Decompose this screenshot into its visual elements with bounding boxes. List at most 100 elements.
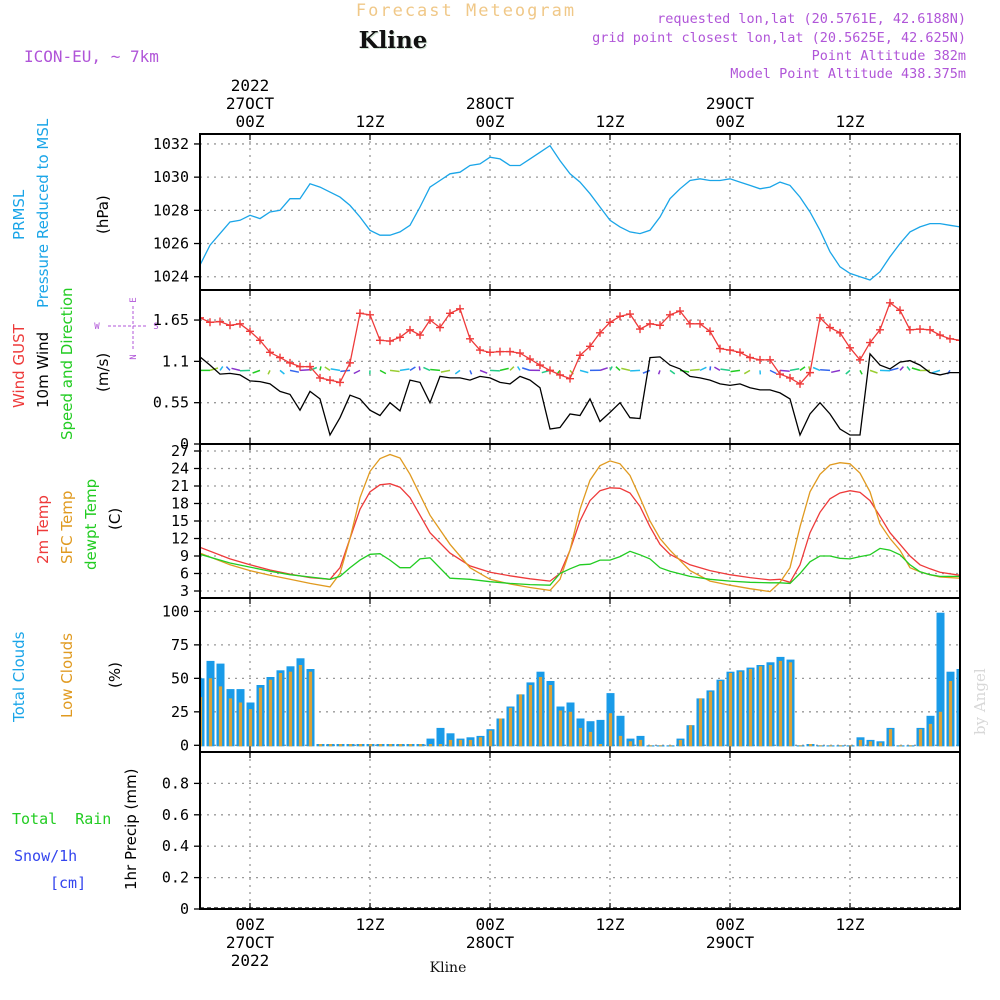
bottom-time-label: 12Z bbox=[596, 915, 625, 934]
wind-arrow bbox=[499, 367, 509, 372]
gust-marker bbox=[766, 355, 774, 364]
low-cloud-bar bbox=[358, 744, 363, 747]
wind-arrow bbox=[911, 367, 921, 372]
gust-marker bbox=[786, 373, 794, 382]
wind-arrow bbox=[219, 366, 224, 371]
low-cloud-bar bbox=[948, 681, 953, 747]
cloud-panel-labels: Total Clouds Low Clouds (%) bbox=[10, 631, 124, 723]
gust-marker bbox=[456, 304, 464, 313]
low-cloud-bar bbox=[398, 744, 403, 747]
credit-watermark: by Angel bbox=[971, 668, 989, 735]
wind-arrow bbox=[299, 368, 310, 372]
y-tick-label: 6 bbox=[180, 565, 189, 583]
low-cloud-bar bbox=[388, 744, 393, 747]
wind-arrow bbox=[599, 367, 608, 372]
low-cloud-bar bbox=[438, 744, 443, 747]
y-tick-label: 24 bbox=[171, 460, 189, 478]
wind-arrow bbox=[409, 366, 416, 372]
low-cloud-bar bbox=[468, 739, 473, 747]
gust-marker bbox=[566, 374, 574, 383]
model-label: ICON-EU, ~ 7km bbox=[24, 47, 159, 66]
low-cloud-bar bbox=[478, 737, 483, 747]
wind-arrow bbox=[267, 370, 271, 375]
low-cloud-bar bbox=[718, 681, 723, 747]
low-cloud-bar bbox=[608, 713, 613, 747]
gust-marker bbox=[736, 348, 744, 357]
low-cloud-bar bbox=[828, 745, 833, 747]
low-cloud-bar bbox=[248, 709, 253, 747]
gust-marker bbox=[686, 319, 694, 328]
low-cloud-bar bbox=[298, 665, 303, 747]
gust-marker bbox=[616, 312, 624, 321]
y-tick-label: 15 bbox=[171, 512, 189, 530]
low-cloud-bar bbox=[288, 671, 293, 747]
wind-arrow bbox=[252, 369, 261, 374]
gust-marker bbox=[806, 368, 814, 377]
y-tick-label: 0 bbox=[180, 736, 189, 754]
bottom-time-label: 12Z bbox=[836, 915, 865, 934]
wind-arrow bbox=[845, 369, 851, 375]
wind-arrow bbox=[469, 370, 473, 375]
gust-marker bbox=[316, 373, 324, 382]
top-time-label: 12Z bbox=[356, 112, 385, 131]
compass-south: S bbox=[153, 322, 158, 332]
low-cloud-bar bbox=[908, 745, 913, 747]
total-cloud-bar bbox=[436, 727, 445, 747]
top-time-label: 12Z bbox=[596, 112, 625, 131]
wind-arrow bbox=[831, 369, 841, 374]
point-altitude: Point Altitude 382m bbox=[812, 48, 966, 64]
low-cloud-bar bbox=[378, 744, 383, 747]
top-hour-label: 12Z bbox=[596, 112, 625, 131]
precip-panel-labels: Total Rain Snow/1h [cm] 1hr Precip (mm) bbox=[12, 769, 140, 892]
low-cloud-bar bbox=[568, 711, 573, 747]
wind-arrow bbox=[630, 369, 641, 372]
gust-marker bbox=[726, 346, 734, 355]
low-cloud-bar bbox=[648, 745, 653, 747]
bottom-hour-label: 12Z bbox=[596, 915, 625, 934]
series-line-2m-temp bbox=[200, 483, 960, 584]
low-cloud-bar bbox=[728, 673, 733, 747]
low-cloud-bar bbox=[918, 729, 923, 747]
top-year-label: 2022 bbox=[231, 76, 270, 95]
gust-marker bbox=[286, 358, 294, 367]
panels: 1024102610281030103200.551.11.6536912151… bbox=[153, 133, 961, 918]
low-cloud-bar bbox=[338, 744, 343, 747]
wind-panel-labels: Wind GUST 10m Wind Speed and Direction (… bbox=[10, 287, 159, 440]
gust-marker bbox=[646, 319, 654, 328]
wind-arrow bbox=[859, 370, 863, 375]
wind-arrow bbox=[340, 369, 351, 373]
gust-marker bbox=[476, 346, 484, 355]
series-line-sfc-temp bbox=[200, 453, 960, 593]
low-cloud-bar bbox=[898, 745, 903, 747]
low-cloud-bar bbox=[748, 669, 753, 747]
wind-arrow bbox=[423, 366, 431, 372]
wind-arrow bbox=[621, 367, 631, 372]
gust-marker bbox=[656, 321, 664, 330]
top-hour-label: 00Z bbox=[476, 112, 505, 131]
sfc-label: SFC Temp bbox=[58, 491, 76, 564]
bottom-time-label: 12Z bbox=[356, 915, 385, 934]
y-tick-label: 12 bbox=[171, 530, 189, 548]
gust-marker bbox=[246, 327, 254, 336]
series-line-10m-wind bbox=[200, 352, 960, 437]
low-cloud-bar bbox=[228, 698, 233, 747]
low-cloud-bar bbox=[888, 729, 893, 747]
prmsl-label: PRMSL bbox=[10, 189, 28, 240]
y-tick-label: 9 bbox=[180, 547, 189, 565]
wind-label: 10m Wind bbox=[34, 332, 52, 408]
gust-marker bbox=[636, 325, 644, 334]
wind-arrow bbox=[289, 369, 300, 373]
low-cloud-bar bbox=[848, 745, 853, 747]
low-cloud-bar bbox=[768, 665, 773, 747]
y-tick-label: 50 bbox=[171, 669, 189, 687]
bottom-date-label: 28OCT bbox=[466, 933, 515, 952]
wind-arrow bbox=[579, 369, 589, 374]
gust-marker bbox=[306, 362, 314, 371]
wind-arrow bbox=[509, 366, 515, 371]
low-cloud-bar bbox=[778, 660, 783, 747]
wind-arrow bbox=[709, 366, 712, 371]
series-line-wind-gust bbox=[200, 301, 960, 385]
